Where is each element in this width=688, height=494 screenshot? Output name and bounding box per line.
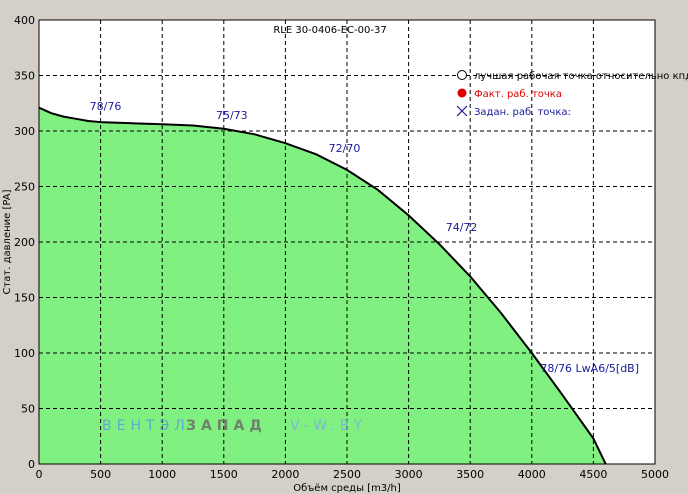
curve-annotation: 72/70 xyxy=(329,142,361,155)
y-tick-label: 50 xyxy=(21,403,35,416)
y-tick-label: 350 xyxy=(14,70,35,83)
x-tick-label: 1000 xyxy=(148,468,176,481)
filled-circle-icon xyxy=(457,88,467,98)
legend-best-point: лучшая рабочая точка относительно кпд xyxy=(474,71,688,82)
x-tick-label: 4500 xyxy=(579,468,607,481)
watermark-part2: ЗАПАД xyxy=(186,418,267,434)
x-tick-label: 1500 xyxy=(210,468,238,481)
x-tick-label: 3000 xyxy=(395,468,423,481)
x-tick-label: 3500 xyxy=(456,468,484,481)
x-axis-label: Объём среды [m3/h] xyxy=(293,483,401,494)
cross-icon xyxy=(456,105,468,117)
y-axis-label: Стат. давление [PA] xyxy=(2,189,13,294)
x-tick-label: 2500 xyxy=(333,468,361,481)
y-tick-label: 200 xyxy=(14,236,35,249)
plot-frame xyxy=(38,19,656,465)
y-tick-label: 250 xyxy=(14,181,35,194)
x-tick-label: 5000 xyxy=(641,468,669,481)
curve-annotation: 75/73 xyxy=(216,109,248,122)
watermark-part3: V-W.BY xyxy=(290,418,367,434)
watermark: ВЕНТЭЛ ЗАПАД V-W.BY xyxy=(102,418,367,434)
x-tick-label: 0 xyxy=(36,468,43,481)
grid-lines xyxy=(39,20,655,464)
open-circle-icon xyxy=(457,70,467,80)
y-tick-label: 400 xyxy=(14,14,35,27)
x-tick-label: 2000 xyxy=(271,468,299,481)
y-tick-label: 150 xyxy=(14,292,35,305)
curve-annotation: 74/72 xyxy=(446,221,478,234)
legend-actual-point: Факт. раб. точка xyxy=(474,89,562,100)
y-tick-label: 300 xyxy=(14,125,35,138)
performance-area xyxy=(39,107,606,464)
y-tick-label: 0 xyxy=(28,458,35,471)
y-tick-label: 100 xyxy=(14,347,35,360)
performance-curve xyxy=(38,106,607,465)
legend: лучшая рабочая точка относительно кпд Фа… xyxy=(456,70,688,118)
x-tick-label: 500 xyxy=(90,468,111,481)
watermark-part1: ВЕНТЭЛ xyxy=(102,418,190,434)
curve-annotation: 78/76 xyxy=(90,100,122,113)
legend-target-point: Задан. раб. точка: xyxy=(474,107,571,118)
curve-annotation: 78/76 LwA6/5[dB] xyxy=(540,362,639,375)
chart-title: RLE 30-0406-EC-00-37 xyxy=(273,25,386,36)
x-tick-label: 4000 xyxy=(518,468,546,481)
